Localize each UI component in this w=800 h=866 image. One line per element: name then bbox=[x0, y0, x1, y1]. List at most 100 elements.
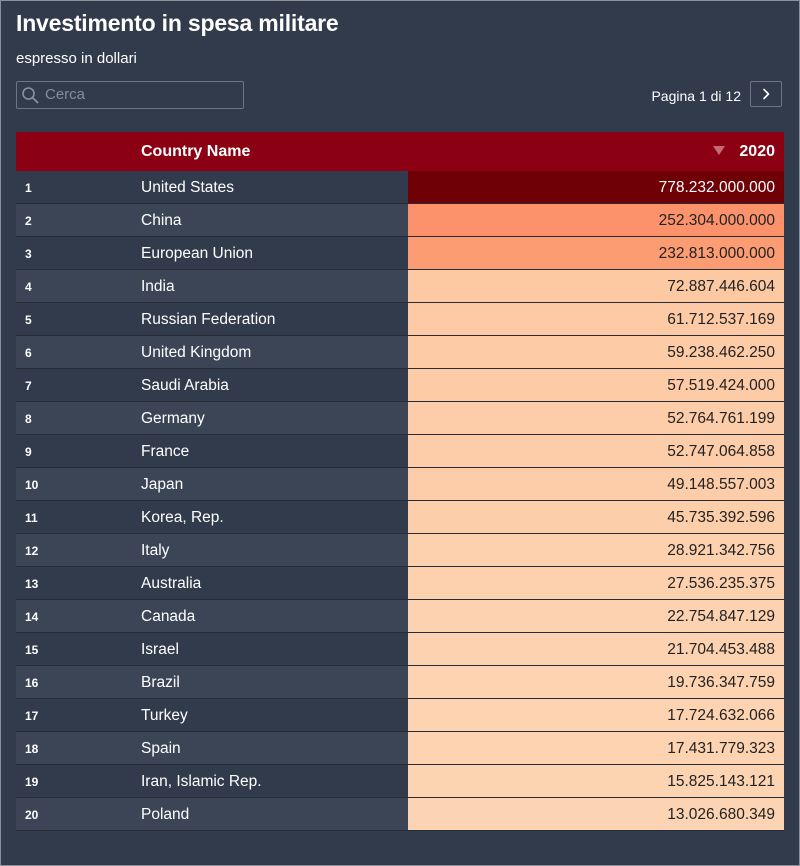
table-row: 18 Spain 17.431.779.323 bbox=[16, 732, 784, 765]
column-header-2020-label: 2020 bbox=[739, 143, 775, 160]
row-rank: 1 bbox=[25, 181, 32, 195]
table-row: 3 European Union 232.813.000.000 bbox=[16, 237, 784, 270]
row-value: 61.712.537.169 bbox=[667, 311, 775, 328]
chevron-right-icon bbox=[763, 88, 770, 100]
row-country-name: India bbox=[141, 278, 175, 295]
table-row: 5 Russian Federation 61.712.537.169 bbox=[16, 303, 784, 336]
table-row: 9 France 52.747.064.858 bbox=[16, 435, 784, 468]
sort-desc-icon bbox=[713, 145, 726, 155]
row-rank: 7 bbox=[25, 379, 32, 393]
column-header-country[interactable]: Country Name bbox=[141, 143, 251, 160]
row-rank: 13 bbox=[25, 577, 39, 591]
row-value-cell: 22.754.847.129 bbox=[408, 600, 784, 632]
row-rank: 3 bbox=[25, 247, 32, 261]
column-header-2020[interactable]: 2020 bbox=[713, 143, 775, 161]
row-value: 52.747.064.858 bbox=[667, 443, 775, 460]
row-value: 52.764.761.199 bbox=[667, 410, 775, 427]
pagination-label: Pagina 1 di 12 bbox=[651, 88, 741, 104]
table-row: 6 United Kingdom 59.238.462.250 bbox=[16, 336, 784, 369]
row-country-name: Poland bbox=[141, 806, 190, 823]
row-value: 57.519.424.000 bbox=[667, 377, 775, 394]
row-country-name: United Kingdom bbox=[141, 344, 252, 361]
row-rank: 15 bbox=[25, 643, 39, 657]
row-rank: 12 bbox=[25, 544, 39, 558]
row-value: 21.704.453.488 bbox=[667, 641, 775, 658]
row-value: 28.921.342.756 bbox=[667, 542, 775, 559]
search-box[interactable] bbox=[16, 81, 244, 109]
row-rank: 18 bbox=[25, 742, 39, 756]
search-input[interactable] bbox=[45, 84, 235, 104]
row-country-name: Russian Federation bbox=[141, 311, 276, 328]
row-value: 27.536.235.375 bbox=[667, 575, 775, 592]
row-value: 252.304.000.000 bbox=[658, 212, 775, 229]
row-value-cell: 17.724.632.066 bbox=[408, 699, 784, 731]
row-value: 45.735.392.596 bbox=[667, 509, 775, 526]
row-country-name: United States bbox=[141, 179, 235, 196]
table-row: 14 Canada 22.754.847.129 bbox=[16, 600, 784, 633]
row-value-cell: 27.536.235.375 bbox=[408, 567, 784, 599]
row-value: 17.431.779.323 bbox=[667, 740, 775, 757]
row-country-name: Spain bbox=[141, 740, 181, 757]
table-row: 4 India 72.887.446.604 bbox=[16, 270, 784, 303]
row-value-cell: 15.825.143.121 bbox=[408, 765, 784, 797]
table-row: 8 Germany 52.764.761.199 bbox=[16, 402, 784, 435]
row-rank: 2 bbox=[25, 214, 32, 228]
row-rank: 9 bbox=[25, 445, 32, 459]
row-rank: 19 bbox=[25, 775, 39, 789]
row-value-cell: 59.238.462.250 bbox=[408, 336, 784, 368]
row-country-name: Israel bbox=[141, 641, 179, 658]
row-rank: 8 bbox=[25, 412, 32, 426]
row-country-name: Korea, Rep. bbox=[141, 509, 224, 526]
row-rank: 14 bbox=[25, 610, 39, 624]
row-value: 22.754.847.129 bbox=[667, 608, 775, 625]
table-row: 19 Iran, Islamic Rep. 15.825.143.121 bbox=[16, 765, 784, 798]
row-value: 778.232.000.000 bbox=[658, 179, 775, 196]
row-value: 59.238.462.250 bbox=[667, 344, 775, 361]
row-rank: 20 bbox=[25, 808, 39, 822]
row-value-cell: 778.232.000.000 bbox=[408, 171, 784, 203]
row-value: 49.148.557.003 bbox=[667, 476, 775, 493]
row-value: 72.887.446.604 bbox=[667, 278, 775, 295]
row-value: 17.724.632.066 bbox=[667, 707, 775, 724]
row-value-cell: 21.704.453.488 bbox=[408, 633, 784, 665]
page-subtitle: espresso in dollari bbox=[16, 50, 137, 67]
table-row: 13 Australia 27.536.235.375 bbox=[16, 567, 784, 600]
table-row: 11 Korea, Rep. 45.735.392.596 bbox=[16, 501, 784, 534]
row-value-cell: 19.736.347.759 bbox=[408, 666, 784, 698]
row-country-name: Japan bbox=[141, 476, 184, 493]
row-rank: 4 bbox=[25, 280, 32, 294]
row-value-cell: 28.921.342.756 bbox=[408, 534, 784, 566]
row-rank: 11 bbox=[25, 511, 38, 525]
table-row: 10 Japan 49.148.557.003 bbox=[16, 468, 784, 501]
table-row: 12 Italy 28.921.342.756 bbox=[16, 534, 784, 567]
table-row: 1 United States 778.232.000.000 bbox=[16, 171, 784, 204]
row-value: 15.825.143.121 bbox=[667, 773, 775, 790]
row-value-cell: 52.764.761.199 bbox=[408, 402, 784, 434]
row-country-name: Brazil bbox=[141, 674, 180, 691]
row-value-cell: 61.712.537.169 bbox=[408, 303, 784, 335]
table-header: Country Name 2020 bbox=[16, 132, 784, 171]
row-country-name: Turkey bbox=[141, 707, 188, 724]
row-rank: 6 bbox=[25, 346, 32, 360]
row-value-cell: 17.431.779.323 bbox=[408, 732, 784, 764]
row-value: 19.736.347.759 bbox=[667, 674, 775, 691]
table-row: 15 Israel 21.704.453.488 bbox=[16, 633, 784, 666]
row-value-cell: 45.735.392.596 bbox=[408, 501, 784, 533]
row-value-cell: 252.304.000.000 bbox=[408, 204, 784, 236]
row-value-cell: 49.148.557.003 bbox=[408, 468, 784, 500]
row-rank: 5 bbox=[25, 313, 32, 327]
row-country-name: France bbox=[141, 443, 190, 460]
row-country-name: Italy bbox=[141, 542, 170, 559]
row-value-cell: 232.813.000.000 bbox=[408, 237, 784, 269]
table-row: 16 Brazil 19.736.347.759 bbox=[16, 666, 784, 699]
table-row: 2 China 252.304.000.000 bbox=[16, 204, 784, 237]
table-row: 7 Saudi Arabia 57.519.424.000 bbox=[16, 369, 784, 402]
search-icon bbox=[22, 87, 39, 104]
row-rank: 10 bbox=[25, 478, 39, 492]
row-value: 232.813.000.000 bbox=[658, 245, 775, 262]
row-rank: 16 bbox=[25, 676, 39, 690]
next-page-button[interactable] bbox=[750, 81, 782, 107]
table-row: 20 Poland 13.026.680.349 bbox=[16, 798, 784, 831]
row-value-cell: 57.519.424.000 bbox=[408, 369, 784, 401]
